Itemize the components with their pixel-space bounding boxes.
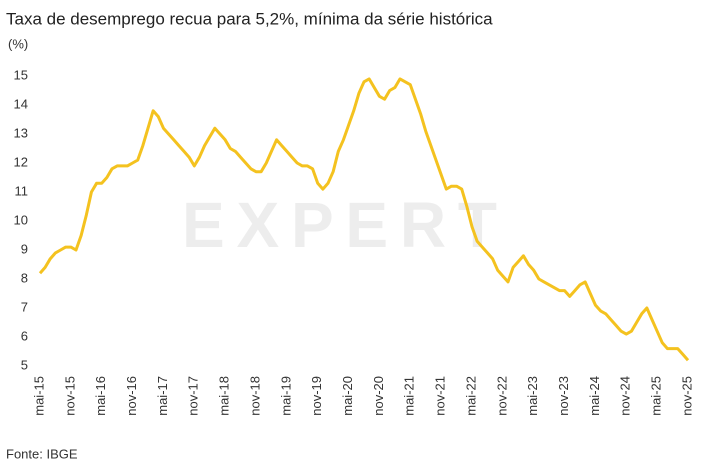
- source: Fonte: IBGE: [6, 446, 78, 461]
- line: [38, 77, 690, 362]
- x-tick-label: mai-23: [525, 376, 540, 416]
- y-tick-label: 10: [14, 212, 28, 227]
- y-tick-label: 9: [21, 241, 28, 256]
- x-tick-label: nov-25: [679, 376, 694, 416]
- x-tick-label: mai-15: [31, 376, 46, 416]
- y-tick-label: 15: [14, 67, 28, 82]
- x-tick-label: nov-17: [186, 376, 201, 416]
- chart-title: Taxa de desemprego recua para 5,2%, míni…: [6, 9, 493, 28]
- y-tick-label: 14: [14, 96, 28, 111]
- x-tick-label: nov-24: [618, 376, 633, 416]
- y-tick-label: 8: [21, 270, 28, 285]
- y-axis-label: (%): [8, 36, 28, 51]
- x-tick-label: nov-19: [309, 376, 324, 416]
- y-tick-label: 5: [21, 357, 28, 372]
- x-tick-label: nov-18: [247, 376, 262, 416]
- x-tick-label: mai-16: [93, 376, 108, 416]
- y-tick-label: 6: [21, 328, 28, 343]
- x-tick-label: mai-17: [155, 376, 170, 416]
- x-tick-label: mai-20: [340, 376, 355, 416]
- y-tick-label: 13: [14, 125, 28, 140]
- x-tick-label: nov-15: [62, 376, 77, 416]
- y-tick-label: 7: [21, 299, 28, 314]
- x-tick-label: nov-21: [433, 376, 448, 416]
- x-tick-label: mai-24: [587, 376, 602, 416]
- x-tick-label: mai-19: [278, 376, 293, 416]
- x-tick-label: nov-16: [124, 376, 139, 416]
- y-tick-label: 12: [14, 154, 28, 169]
- x-tick-label: mai-25: [649, 376, 664, 416]
- x-tick-label: nov-20: [371, 376, 386, 416]
- x-tick-label: mai-21: [402, 376, 417, 416]
- x-tick-label: nov-23: [556, 376, 571, 416]
- x-tick-label: mai-22: [463, 376, 478, 416]
- y-tick-label: 11: [15, 183, 29, 198]
- x-tick-label: nov-22: [494, 376, 509, 416]
- x-tick-label: mai-18: [217, 376, 232, 416]
- watermark: EXPERT: [182, 189, 497, 261]
